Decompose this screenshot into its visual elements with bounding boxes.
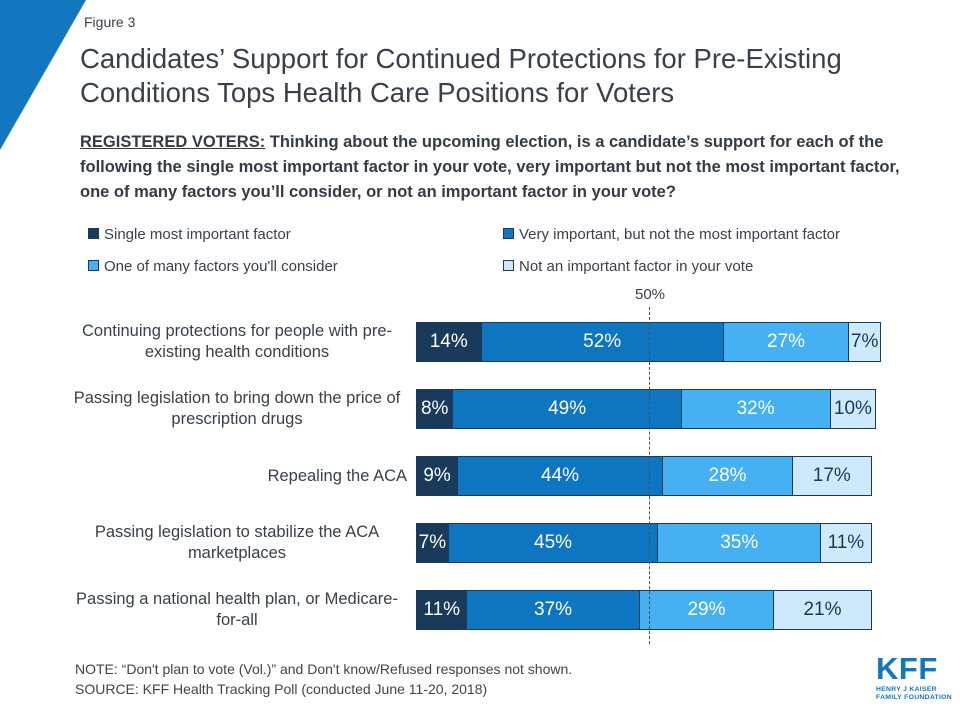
- bar-row-label-cell: Passing legislation to bring down the pr…: [0, 389, 416, 429]
- bar-row-label-cell: Passing legislation to stabilize the ACA…: [0, 523, 416, 563]
- subtitle-audience-label: REGISTERED VOTERS:: [80, 133, 266, 151]
- legend-swatch-blue-icon: [503, 228, 514, 239]
- kff-logo-subtext-line1: HENRY J KAISER: [876, 686, 937, 693]
- bar-segment: 37%: [466, 590, 640, 630]
- bar-row-label-cell: Passing a national health plan, or Medic…: [0, 590, 416, 630]
- survey-question: REGISTERED VOTERS: Thinking about the up…: [80, 130, 920, 205]
- bar-row-label-cell: Repealing the ACA: [0, 456, 416, 496]
- bar-segment: 10%: [829, 389, 877, 429]
- bar-segment: 17%: [792, 456, 872, 496]
- reference-line-label: 50%: [634, 286, 666, 303]
- bar-rows: Continuing protections for people with p…: [0, 322, 884, 630]
- footnotes: NOTE: “Don't plan to vote (Vol.)” and Do…: [75, 659, 572, 699]
- bar-segment: 28%: [662, 456, 794, 496]
- bar-category-label: Passing a national health plan, or Medic…: [76, 590, 398, 629]
- chart-legend: Single most important factor Very import…: [88, 226, 840, 275]
- bar-category-label: Continuing protections for people with p…: [81, 322, 392, 361]
- bar-row: Passing legislation to stabilize the ACA…: [0, 523, 884, 563]
- bar-track: 8% 49% 32% 10%: [416, 389, 884, 429]
- legend-label: Not an important factor in your vote: [519, 258, 754, 275]
- kff-logo-text: KFF: [876, 651, 938, 686]
- bar-row: Passing a national health plan, or Medic…: [0, 590, 884, 630]
- bar-row: Continuing protections for people with p…: [0, 322, 884, 362]
- bar-segment: 32%: [680, 389, 831, 429]
- reference-line-50pct: [649, 307, 650, 644]
- bar-row: Passing legislation to bring down the pr…: [0, 389, 884, 429]
- bar-segment: 44%: [457, 456, 664, 496]
- bar-track: 7% 45% 35% 11%: [416, 523, 884, 563]
- bar-row-label-cell: Continuing protections for people with p…: [0, 322, 416, 362]
- legend-label: Single most important factor: [104, 226, 291, 243]
- bar-segment: 29%: [638, 590, 775, 630]
- legend-swatch-pale-icon: [503, 260, 514, 271]
- kff-logo: KFF HENRY J KAISER FAMILY FOUNDATION: [876, 653, 952, 702]
- bar-track: 11% 37% 29% 21%: [416, 590, 884, 630]
- page-title: Candidates’ Support for Continued Protec…: [80, 43, 842, 108]
- kff-logo-subtext: HENRY J KAISER FAMILY FOUNDATION: [876, 686, 952, 702]
- bar-row: Repealing the ACA 9% 44% 28% 17%: [0, 456, 884, 496]
- bar-segment: 11%: [820, 523, 872, 563]
- legend-item-not-important: Not an important factor in your vote: [503, 258, 840, 275]
- kff-logo-subtext-line2: FAMILY FOUNDATION: [876, 694, 952, 701]
- legend-item-very-important: Very important, but not the most importa…: [503, 226, 840, 243]
- bar-segment: 7%: [416, 523, 449, 563]
- bar-segment: 9%: [416, 456, 459, 496]
- legend-label: Very important, but not the most importa…: [519, 226, 840, 243]
- bar-segment: 14%: [416, 322, 482, 362]
- source-text: SOURCE: KFF Health Tracking Poll (conduc…: [75, 681, 488, 697]
- figure-label: Figure 3: [84, 14, 136, 30]
- bar-segment: 52%: [480, 322, 724, 362]
- legend-item-single-most: Single most important factor: [88, 226, 503, 243]
- legend-swatch-navy-icon: [88, 228, 99, 239]
- bar-category-label: Repealing the ACA: [267, 466, 407, 485]
- bar-category-label: Passing legislation to stabilize the ACA…: [94, 523, 380, 562]
- bar-track: 14% 52% 27% 7%: [416, 322, 884, 362]
- bar-segment: 35%: [657, 523, 822, 563]
- subtitle-question-text: Thinking about the upcoming election, is…: [80, 133, 900, 201]
- bar-segment: 49%: [452, 389, 682, 429]
- bar-segment: 11%: [416, 590, 468, 630]
- legend-swatch-sky-icon: [88, 260, 99, 271]
- legend-item-one-of-many: One of many factors you'll consider: [88, 258, 503, 275]
- bar-category-label: Passing legislation to bring down the pr…: [73, 389, 401, 428]
- bar-segment: 27%: [722, 322, 850, 362]
- legend-label: One of many factors you'll consider: [104, 258, 338, 275]
- bar-segment: 21%: [773, 590, 872, 630]
- bar-segment: 7%: [848, 322, 881, 362]
- bar-segment: 8%: [416, 389, 454, 429]
- bar-track: 9% 44% 28% 17%: [416, 456, 884, 496]
- note-text: NOTE: “Don't plan to vote (Vol.)” and Do…: [75, 661, 573, 677]
- bar-segment: 45%: [447, 523, 659, 563]
